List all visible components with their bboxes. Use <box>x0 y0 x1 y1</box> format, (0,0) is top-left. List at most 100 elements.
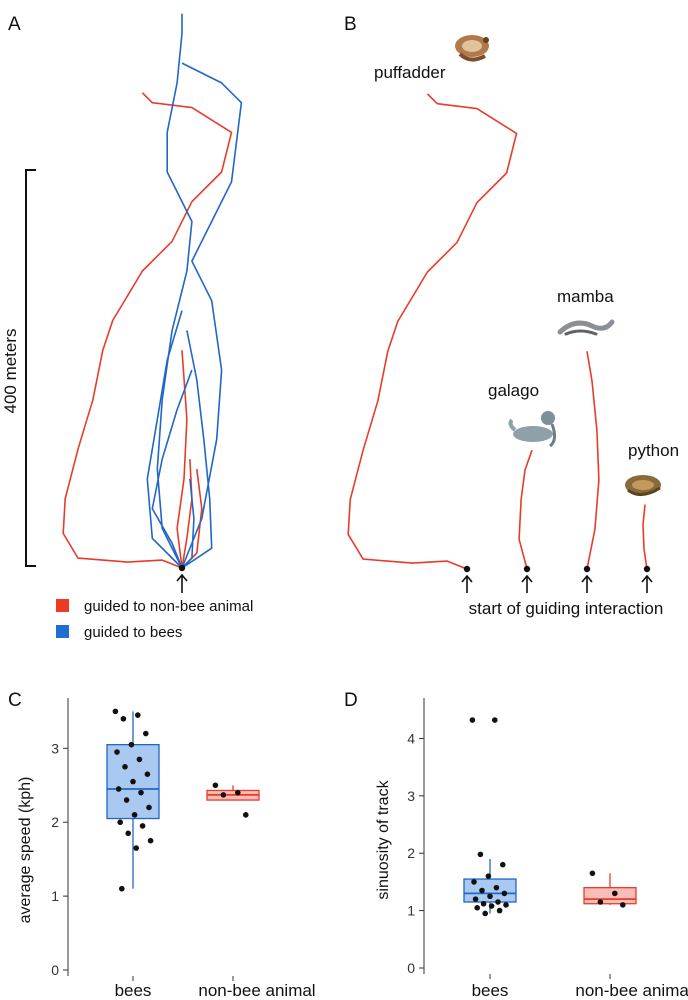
data-point <box>212 782 219 789</box>
data-point <box>243 812 249 818</box>
bee-track-line <box>181 478 195 569</box>
data-point <box>492 717 498 723</box>
data-point <box>119 885 125 892</box>
bee-track-line <box>181 330 213 569</box>
panel-c-y-axis-title: average speed (kph) <box>17 777 34 924</box>
data-point <box>136 756 143 763</box>
data-point <box>496 907 503 914</box>
y-tick-label: 2 <box>407 845 415 861</box>
start-point <box>643 565 651 573</box>
data-point <box>612 890 618 897</box>
track-line-mamba <box>586 351 600 570</box>
start-arrow <box>581 574 593 593</box>
data-point <box>125 830 131 837</box>
x-category-label: non-bee animal <box>198 981 315 1000</box>
non-bee-track-line <box>181 459 193 569</box>
data-point <box>472 896 479 902</box>
panel-d-plot-area: 0 1 2 3 4 bees non-bee animal <box>407 698 688 1000</box>
x-category-label: non-bee animal <box>575 981 688 1000</box>
panel-d-y-axis-title: sinuosity of track <box>375 779 392 899</box>
scale-bar <box>25 169 36 567</box>
data-point <box>471 879 477 885</box>
data-point <box>495 899 501 905</box>
data-point <box>131 812 138 818</box>
animal-label-galago: galago <box>488 381 539 400</box>
x-category-label: bees <box>472 981 509 1000</box>
data-point <box>477 851 484 858</box>
data-point <box>130 778 136 785</box>
data-point <box>122 764 128 770</box>
legend-label-non-bee: guided to non-bee animal <box>84 598 253 615</box>
data-point <box>469 717 476 723</box>
animal-label-mamba: mamba <box>557 287 614 306</box>
data-point <box>479 887 485 894</box>
data-point <box>500 861 506 868</box>
data-point <box>487 893 493 900</box>
panel-c-speed-boxplot: average speed (kph) 0 1 2 3 bees non-bee anim… <box>17 698 316 1000</box>
legend: guided to non-bee animal guided to bees <box>56 598 253 641</box>
panel-letter-a: A <box>8 14 21 35</box>
data-point <box>485 873 492 879</box>
bee-track-line <box>181 62 243 569</box>
start-point <box>463 565 471 573</box>
data-point <box>139 823 146 829</box>
data-point <box>220 792 227 798</box>
data-point <box>589 870 596 877</box>
data-point <box>133 845 139 851</box>
data-point <box>501 890 508 897</box>
data-point <box>235 789 241 796</box>
panel-letter-d: D <box>344 690 358 711</box>
bee-track-line <box>146 310 183 569</box>
y-tick-label: 1 <box>407 903 415 919</box>
legend-label-bees: guided to bees <box>84 624 182 641</box>
animal-label-python: python <box>628 441 679 460</box>
bee-track-line <box>156 13 193 569</box>
data-point <box>620 902 626 908</box>
data-point <box>114 749 120 755</box>
data-point <box>503 902 509 908</box>
start-point <box>583 565 591 573</box>
y-tick-label: 3 <box>51 740 59 756</box>
start-arrow <box>641 574 653 593</box>
data-point <box>474 904 481 911</box>
legend-swatch-bees <box>56 625 69 638</box>
panel-a-start-point <box>178 564 186 572</box>
python-snake-icon <box>625 475 661 496</box>
mamba-snake-icon <box>557 319 615 336</box>
panel-d-sinuosity-boxplot: sinuosity of track 0 1 2 3 4 bees non-bee anim… <box>375 698 688 1000</box>
data-point <box>480 900 487 907</box>
box-iqr <box>463 878 517 903</box>
data-point <box>482 910 489 917</box>
data-point <box>123 797 130 803</box>
data-point <box>493 884 500 891</box>
y-tick-label: 3 <box>407 788 415 804</box>
start-arrow <box>521 574 533 593</box>
box-iqr <box>583 887 637 905</box>
panel-b-tracks: puffadder mamba galago python start of g… <box>347 35 679 618</box>
scale-bar-label: 400 meters <box>1 328 20 413</box>
panel-c-plot-area: 0 1 2 3 bees non-bee animal <box>51 698 316 1000</box>
legend-swatch-non-bee <box>56 599 69 612</box>
y-tick-label: 4 <box>407 730 415 746</box>
galago-icon <box>508 411 557 448</box>
data-point <box>597 899 604 905</box>
non-bee-track-line <box>62 92 233 569</box>
non-bee-track-line <box>176 350 188 569</box>
data-point <box>115 786 122 792</box>
y-tick-label: 0 <box>51 962 59 978</box>
animal-label-puffadder: puffadder <box>374 63 446 82</box>
data-point <box>147 837 154 844</box>
panel-letter-c: C <box>8 690 22 711</box>
panel-b-start-markers <box>461 565 653 593</box>
y-tick-label: 2 <box>51 814 59 830</box>
panel-a-tracks: 400 meters <box>1 13 243 593</box>
track-line-puffadder <box>347 93 518 570</box>
data-point <box>117 819 123 826</box>
y-tick-label: 1 <box>51 888 59 904</box>
panel-a-start-arrow <box>176 573 188 593</box>
x-category-label: bees <box>115 981 152 1000</box>
panel-b-track-lines <box>347 93 648 570</box>
track-line-python <box>642 504 648 570</box>
panel-letter-b: B <box>344 14 357 35</box>
